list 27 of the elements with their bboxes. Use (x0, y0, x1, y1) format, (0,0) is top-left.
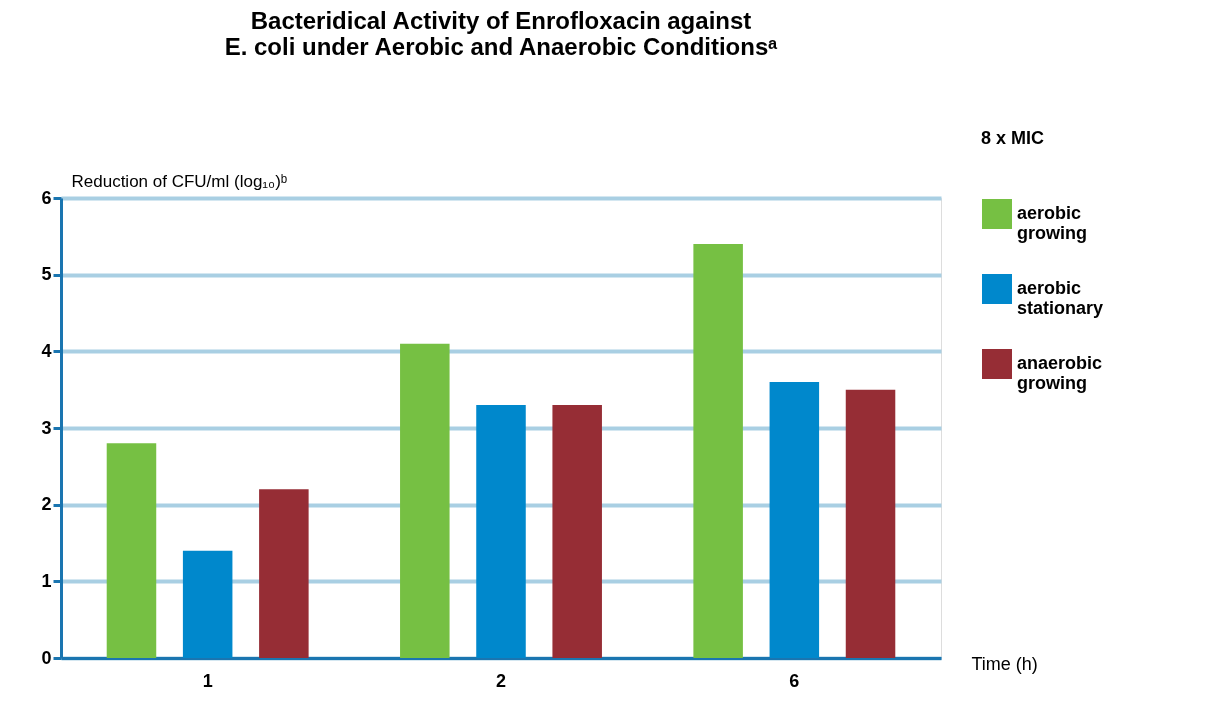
x-tick-label: 6 (789, 670, 800, 691)
x-tick-label: 1 (202, 670, 213, 691)
legend-label: aerobic stationary (1017, 278, 1104, 318)
bar (845, 389, 896, 658)
y-tick-label: 4 (41, 340, 52, 361)
legend-label: anaerobic growing (1017, 353, 1103, 393)
bar (106, 443, 157, 658)
bar (769, 382, 820, 658)
bar (400, 343, 450, 658)
x-tick-label: 2 (495, 670, 507, 691)
y-tick-label: 2 (41, 494, 52, 515)
x-axis-title: Time (h) (971, 653, 1038, 674)
bar (182, 550, 233, 658)
bar (693, 244, 743, 658)
bar (476, 405, 526, 658)
text: E. coli under Aerobic and Anaerobic Conditionsᵃ (224, 33, 778, 60)
y-tick-label: 6 (41, 187, 52, 208)
bar (259, 489, 309, 658)
legend-label: aerobic growing (1017, 203, 1087, 243)
bar (552, 405, 602, 658)
y-tick-label: 0 (41, 647, 52, 668)
text: 8 x MIC (981, 128, 1045, 148)
y-tick-label: 3 (41, 417, 52, 438)
y-axis-title: Reduction of CFU/ml (log₁₀)ᵇ (71, 171, 288, 191)
y-tick-label: 1 (41, 570, 52, 591)
y-tick-label: 5 (41, 264, 52, 285)
text: Bacteridical Activity of Enrofloxacin against (250, 7, 752, 34)
